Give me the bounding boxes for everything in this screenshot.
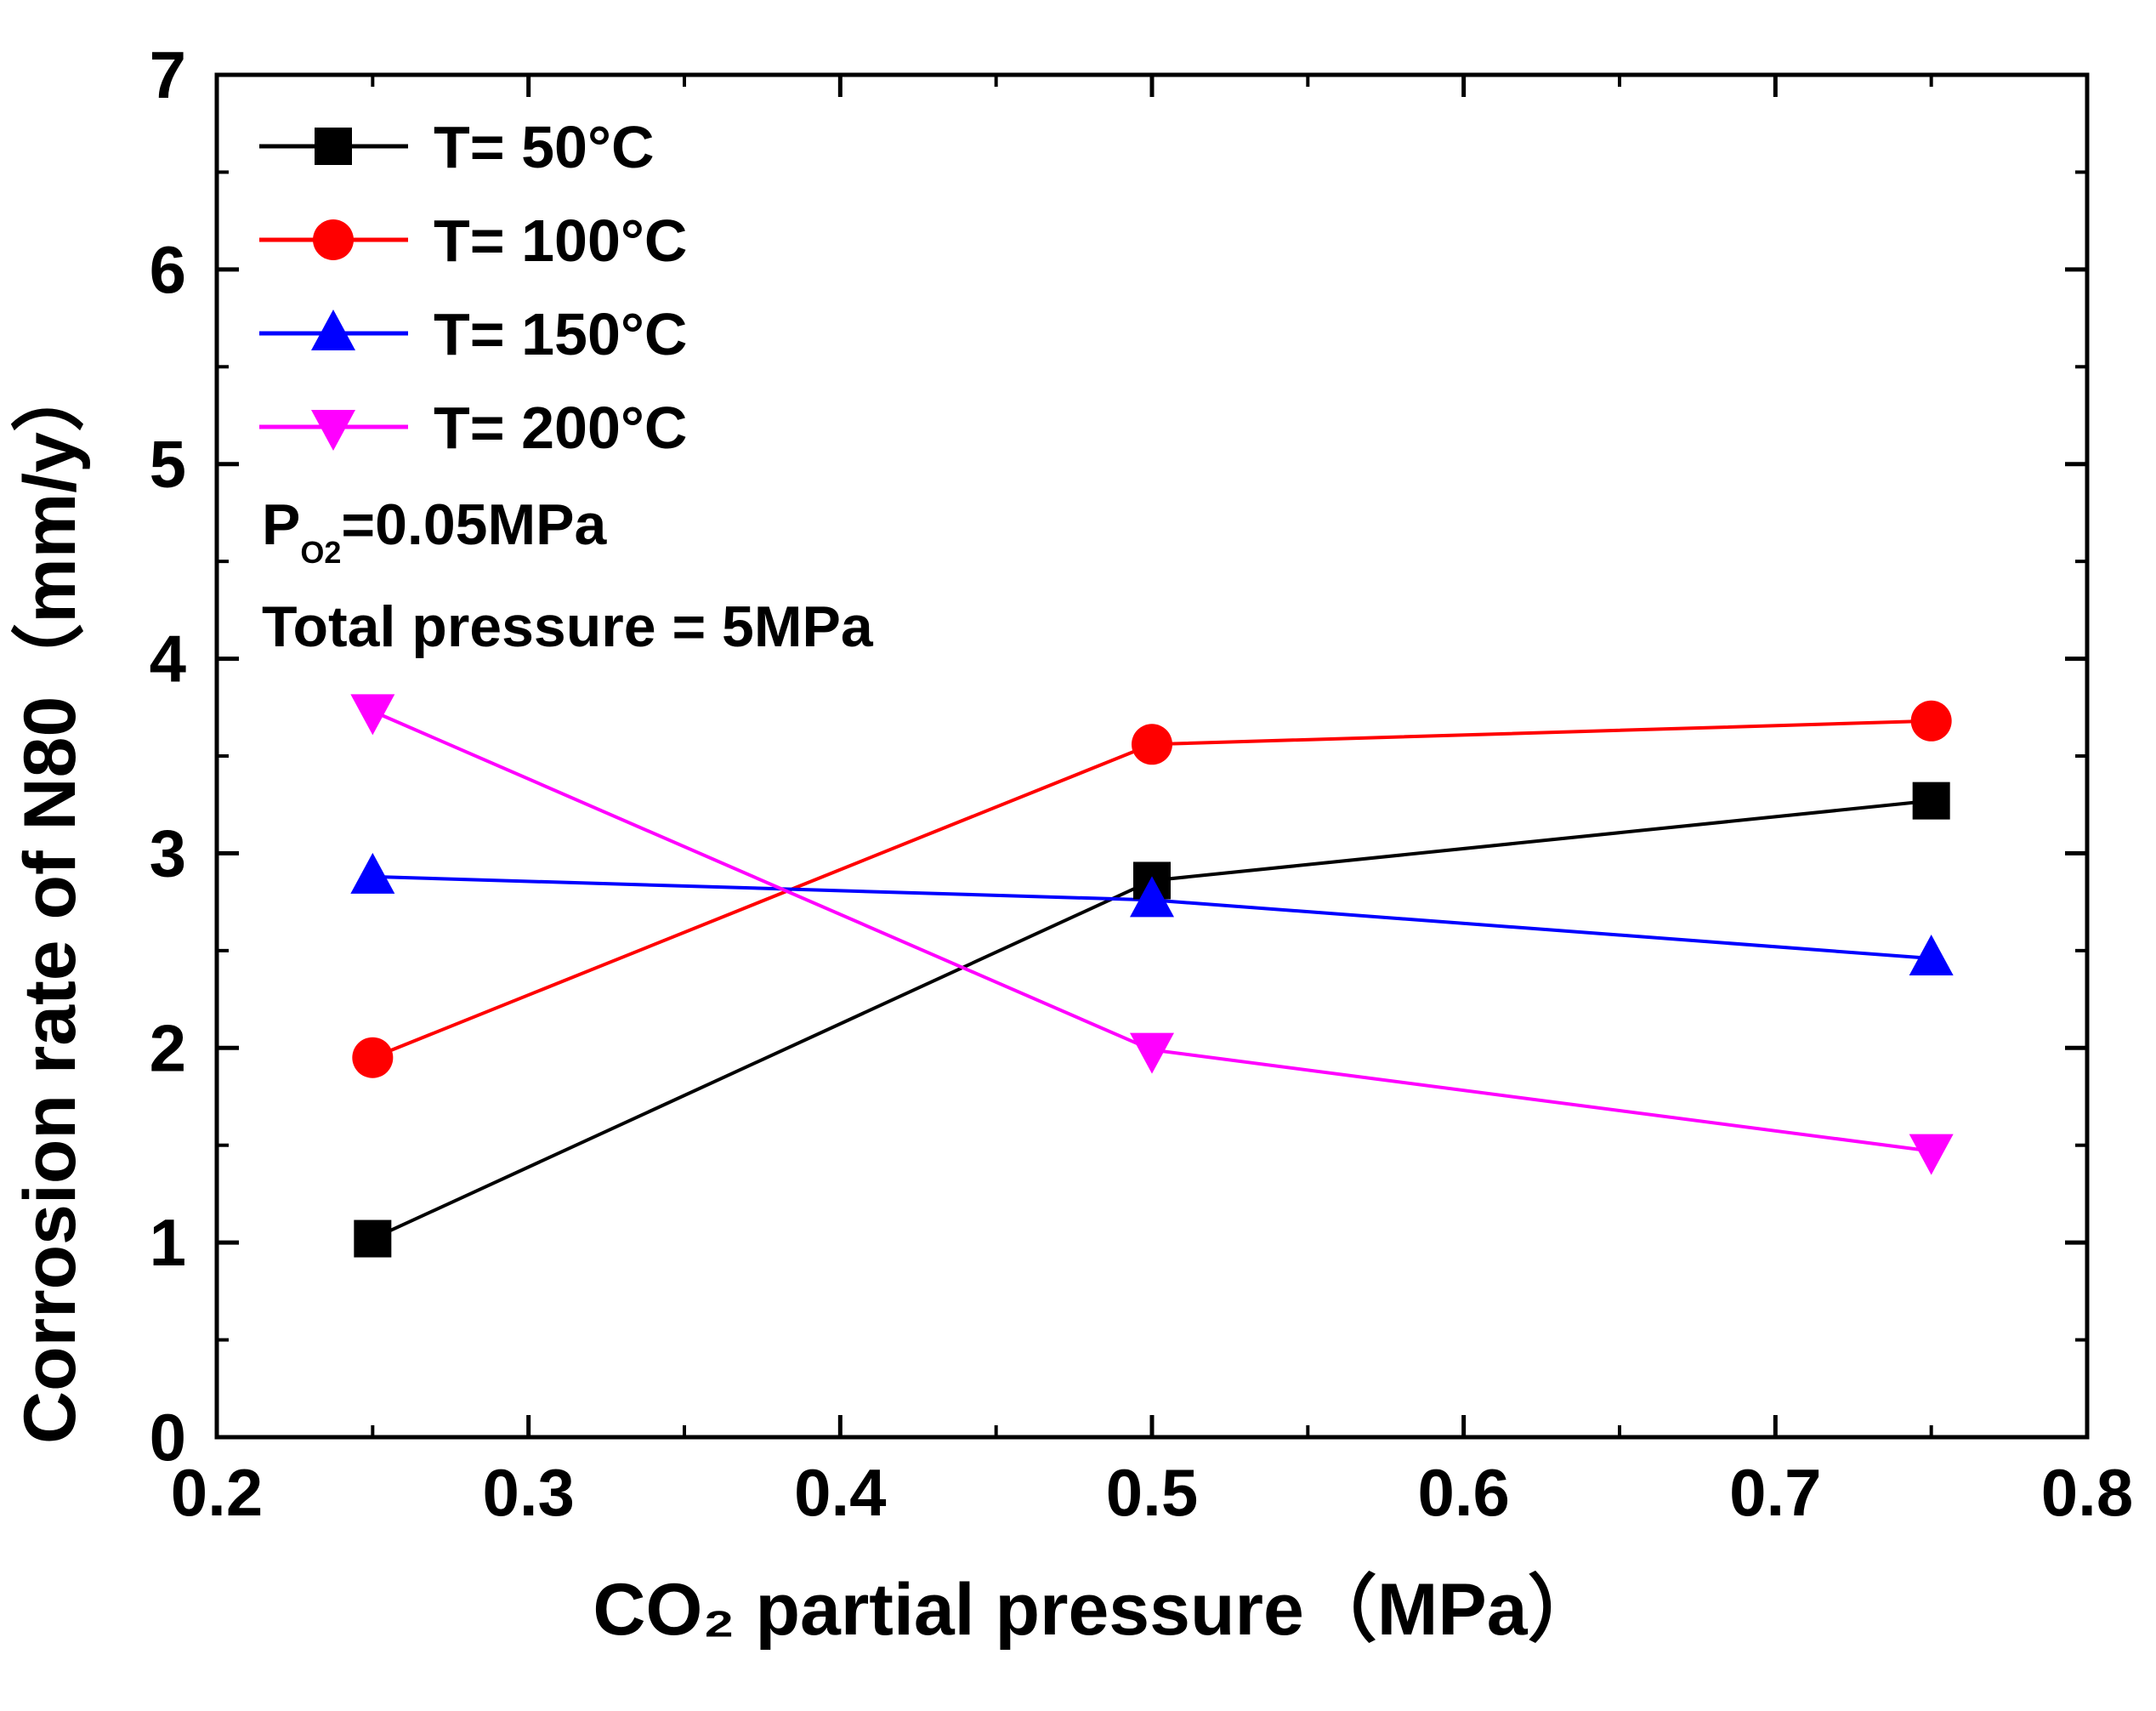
- data-point: [352, 1037, 394, 1078]
- y-axis-title: Corrosion rate of N80（mm/y）: [9, 359, 91, 1444]
- legend-label: T= 200°C: [434, 395, 687, 461]
- y-tick-label: 4: [150, 622, 186, 696]
- legend-marker: [311, 410, 355, 451]
- series-line: [372, 709, 1932, 1153]
- data-point: [354, 1219, 392, 1258]
- data-point: [1130, 1032, 1174, 1074]
- x-tick-label: 0.2: [171, 1455, 263, 1530]
- series-lines: [372, 709, 1932, 1241]
- x-axis-title: CO₂ partial pressure（MPa）: [593, 1569, 1600, 1651]
- x-tick-label: 0.3: [482, 1455, 574, 1530]
- legend-marker: [315, 128, 352, 165]
- data-point: [1909, 935, 1954, 976]
- legend-marker: [311, 310, 355, 350]
- axis-tick-labels: 0.2 0.3 0.4 0.5 0.6 0.7 0.8 0 1 2 3 4 5 6 7: [150, 37, 2134, 1530]
- po2-value: =0.05MPa: [341, 492, 607, 557]
- y-tick-label: 5: [150, 427, 186, 502]
- po2-subscript: O2: [300, 535, 341, 570]
- series-markers: [350, 694, 1954, 1258]
- data-point: [1909, 1134, 1954, 1175]
- legend-marker: [313, 219, 354, 260]
- data-point: [1910, 700, 1952, 742]
- y-tick-label: 2: [150, 1010, 186, 1085]
- y-tick-label: 3: [150, 816, 186, 890]
- data-point: [350, 852, 395, 894]
- data-point: [350, 694, 395, 736]
- y-tick-label: 1: [150, 1205, 186, 1280]
- x-tick-label: 0.5: [1106, 1455, 1198, 1530]
- x-tick-label: 0.6: [1417, 1455, 1509, 1530]
- legend-label: T= 150°C: [434, 301, 687, 367]
- y-tick-label: 6: [150, 232, 186, 307]
- po2-annotation: PO2=0.05MPa: [262, 492, 607, 570]
- y-tick-label: 7: [150, 37, 186, 112]
- data-point: [1130, 876, 1174, 918]
- legend: T= 50°C T= 100°C T= 150°C T= 200°C: [259, 114, 687, 461]
- data-point: [1912, 782, 1950, 820]
- po2-symbol: P: [262, 492, 300, 557]
- total-pressure-annotation: Total pressure = 5MPa: [262, 594, 874, 659]
- y-tick-label: 0: [150, 1400, 186, 1475]
- data-point: [1132, 724, 1172, 765]
- x-tick-label: 0.8: [2041, 1455, 2133, 1530]
- axis-ticks: [214, 72, 2090, 1440]
- legend-label: T= 50°C: [434, 114, 655, 180]
- legend-label: T= 100°C: [434, 207, 687, 274]
- x-tick-label: 0.4: [794, 1455, 886, 1530]
- x-tick-label: 0.7: [1729, 1455, 1821, 1530]
